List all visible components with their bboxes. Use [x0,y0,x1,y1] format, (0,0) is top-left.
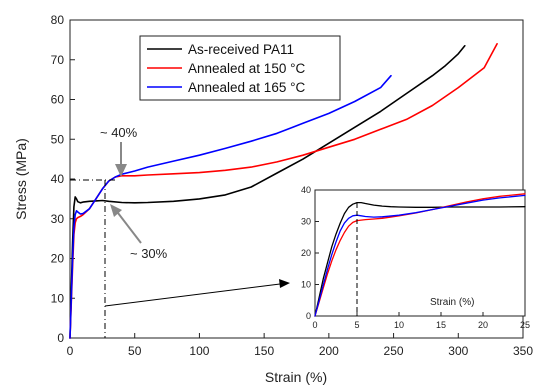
main-x-tick-label: 350 [513,344,533,358]
y-axis-title: Stress (MPa) [13,138,29,220]
inset-y-tick-label: 0 [306,311,311,321]
annotation-40-arrow-head [115,164,127,177]
legend-label-as-received: As-received PA11 [188,42,294,57]
main-x-tick-label: 250 [384,344,404,358]
main-y-tick-label: 50 [51,132,65,146]
inset-series-group [314,193,526,317]
inset-x-tick-label: 5 [354,320,359,330]
inset-x-tick-label: 15 [436,320,446,330]
inset-x-tick-label: 0 [312,320,317,330]
main-y-tick-label: 40 [51,172,65,186]
inset-y-tick-label: 40 [301,185,311,195]
inset-y-tick-label: 10 [301,280,311,290]
zoom-arrow-line [104,283,281,307]
inset-x-axis-title: Strain (%) [430,297,474,308]
inset-y-tick-label: 20 [301,248,311,258]
legend-label-annealed-150: Annealed at 150 °C [188,61,305,76]
annotation-30-arrow-head [110,204,122,217]
main-x-ticks: 0 50 100 150 200 250 300 350 [67,333,533,358]
main-y-tick-label: 0 [57,331,64,345]
inset-plot-frame [314,189,526,317]
main-x-tick-label: 0 [67,344,74,358]
inset-x-tick-label: 10 [394,320,404,330]
main-series-line-0 [69,44,466,339]
annotation-30-percent: ~ 30% [130,246,168,261]
annotation-40-percent: ~ 40% [100,125,138,140]
legend-label-annealed-165: Annealed at 165 °C [188,80,305,95]
inset-series-line-0 [314,201,526,317]
inset-x-tick-label: 20 [478,320,488,330]
main-series-line-1 [69,42,498,339]
x-axis-title: Strain (%) [265,369,327,385]
main-y-tick-label: 20 [51,252,65,266]
main-x-tick-label: 150 [254,344,274,358]
inset-x-tick-label: 25 [520,320,530,330]
main-y-tick-label: 70 [51,53,65,67]
main-y-ticks: 0 10 20 30 40 50 60 70 80 [51,13,75,345]
zoom-arrow-head [279,279,290,288]
inset-series-line-2 [314,194,526,317]
main-y-tick-label: 80 [51,13,65,27]
inset-y-ticks: 0 10 20 30 40 [301,185,319,321]
main-x-tick-label: 50 [128,344,142,358]
main-y-tick-label: 60 [51,93,65,107]
main-y-tick-label: 30 [51,212,65,226]
main-y-tick-label: 10 [51,291,65,305]
annotation-30-arrow-line [117,212,142,244]
main-series-line-2 [69,74,392,339]
inset-series-line-1 [314,193,526,317]
inset-y-tick-label: 30 [301,217,311,227]
main-x-tick-label: 200 [319,344,339,358]
main-x-tick-label: 100 [189,344,209,358]
legend: As-received PA11 Annealed at 150 °C Anne… [139,35,341,101]
main-x-tick-label: 300 [448,344,468,358]
main-series-group [69,42,498,339]
